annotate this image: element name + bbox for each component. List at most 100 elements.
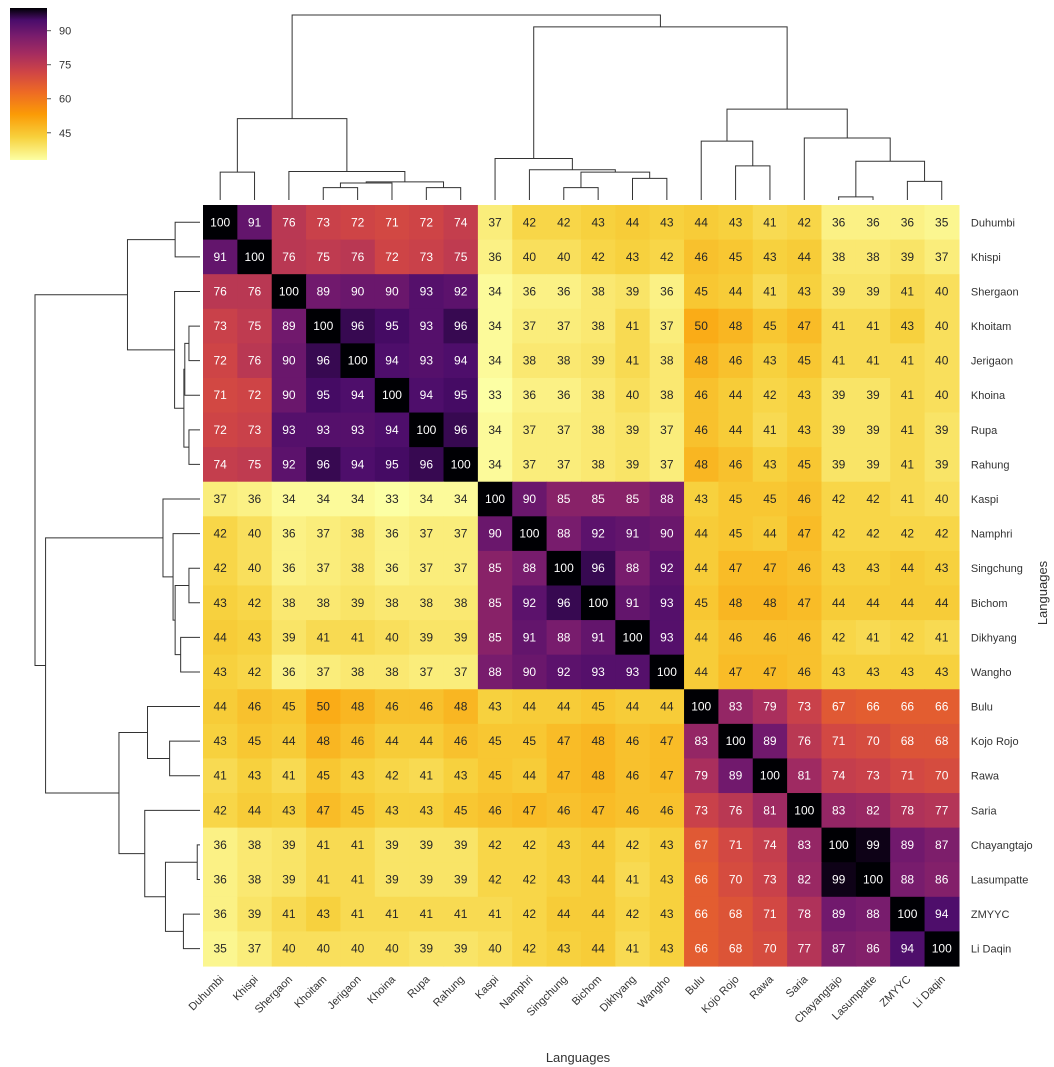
cell-value-label: 48 bbox=[695, 457, 709, 471]
heatmap-cell bbox=[890, 308, 926, 344]
heatmap-cell bbox=[477, 896, 513, 932]
heatmap-cell bbox=[512, 308, 548, 344]
heatmap-cell bbox=[477, 931, 513, 967]
cell-value-label: 44 bbox=[385, 734, 399, 748]
heatmap-cell bbox=[615, 758, 651, 794]
heatmap-cell bbox=[752, 827, 788, 863]
heatmap-cell bbox=[443, 412, 479, 448]
cell-value-label: 41 bbox=[317, 873, 331, 887]
cell-value-label: 66 bbox=[866, 700, 880, 714]
cell-value-label: 46 bbox=[420, 700, 434, 714]
heatmap-cell bbox=[821, 620, 857, 656]
cell-value-label: 44 bbox=[557, 700, 571, 714]
cell-value-label: 38 bbox=[454, 596, 468, 610]
dendrogram-link bbox=[182, 913, 200, 950]
cell-value-label: 72 bbox=[214, 423, 228, 437]
cell-value-label: 39 bbox=[248, 907, 262, 921]
dendrogram-link bbox=[494, 157, 573, 200]
heatmap-cell bbox=[924, 689, 960, 725]
cell-value-label: 100 bbox=[554, 561, 574, 575]
heatmap-cell bbox=[821, 377, 857, 414]
heatmap-cell bbox=[649, 239, 685, 275]
cell-value-label: 72 bbox=[385, 250, 399, 264]
heatmap-cell bbox=[752, 585, 788, 621]
cell-value-label: 41 bbox=[626, 354, 640, 368]
heatmap-cell bbox=[203, 689, 238, 725]
heatmap-cell bbox=[306, 620, 342, 656]
heatmap-cell bbox=[752, 205, 788, 241]
heatmap-cell bbox=[340, 931, 376, 967]
heatmap-cell bbox=[203, 723, 238, 760]
cell-value-label: 45 bbox=[729, 250, 743, 264]
cell-value-label: 40 bbox=[557, 250, 571, 264]
cell-value-label: 89 bbox=[901, 838, 915, 852]
cell-value-label: 39 bbox=[454, 942, 468, 956]
heatmap-cell bbox=[787, 550, 823, 587]
cell-value-label: 82 bbox=[798, 873, 812, 887]
heatmap-cell bbox=[615, 793, 651, 829]
cell-value-label: 39 bbox=[832, 388, 846, 402]
cell-value-label: 46 bbox=[798, 492, 812, 506]
cell-value-label: 39 bbox=[832, 284, 846, 298]
heatmap-cell bbox=[580, 447, 616, 483]
cell-value-label: 39 bbox=[832, 423, 846, 437]
x-tick-label: Khoitam bbox=[292, 974, 329, 1011]
heatmap-cell bbox=[443, 343, 479, 379]
cell-value-label: 46 bbox=[351, 734, 365, 748]
cell-value-label: 48 bbox=[729, 319, 743, 333]
heatmap-cell bbox=[237, 239, 273, 275]
x-tick-label: Rawa bbox=[748, 973, 777, 1002]
heatmap-cell bbox=[787, 931, 823, 967]
cell-value-label: 81 bbox=[798, 769, 812, 783]
cell-value-label: 45 bbox=[591, 700, 605, 714]
heatmap-cell bbox=[443, 620, 479, 656]
cell-value-label: 70 bbox=[866, 734, 880, 748]
cell-value-label: 92 bbox=[660, 561, 674, 575]
heatmap-cell bbox=[512, 550, 548, 587]
heatmap-cell bbox=[752, 931, 788, 967]
cell-value-label: 66 bbox=[935, 700, 949, 714]
cell-value-label: 39 bbox=[385, 873, 399, 887]
cell-value-label: 40 bbox=[626, 388, 640, 402]
cell-value-label: 100 bbox=[794, 803, 814, 817]
dendrogram-link bbox=[126, 239, 176, 351]
cell-value-label: 41 bbox=[866, 319, 880, 333]
dendrogram-link bbox=[322, 187, 359, 200]
heatmap-cell bbox=[512, 585, 548, 621]
column-dendrogram bbox=[219, 14, 943, 200]
heatmap-cell bbox=[306, 308, 342, 344]
cell-value-label: 43 bbox=[317, 907, 331, 921]
heatmap-cell bbox=[203, 343, 238, 379]
cell-value-label: 46 bbox=[695, 388, 709, 402]
heatmap-cell bbox=[409, 447, 445, 483]
cell-value-label: 91 bbox=[248, 215, 262, 229]
heatmap-cell bbox=[684, 274, 719, 310]
heatmap-cell bbox=[203, 931, 238, 967]
heatmap-cell bbox=[821, 516, 857, 552]
cell-value-label: 48 bbox=[454, 700, 468, 714]
cell-value-label: 35 bbox=[214, 942, 228, 956]
dendrogram-link bbox=[735, 165, 771, 200]
heatmap-cell bbox=[512, 758, 548, 794]
cell-value-label: 85 bbox=[488, 561, 502, 575]
cell-value-label: 48 bbox=[729, 596, 743, 610]
heatmap-cell bbox=[615, 896, 651, 932]
cell-value-label: 73 bbox=[317, 215, 331, 229]
heatmap-cell bbox=[580, 516, 616, 552]
cell-value-label: 45 bbox=[523, 734, 537, 748]
cell-value-label: 36 bbox=[214, 873, 228, 887]
cell-value-label: 66 bbox=[695, 942, 709, 956]
heatmap-cell bbox=[409, 654, 445, 690]
cell-value-label: 66 bbox=[695, 907, 709, 921]
heatmap-cell bbox=[306, 896, 342, 932]
heatmap-cell bbox=[684, 447, 719, 483]
cell-value-label: 42 bbox=[866, 527, 880, 541]
cell-value-label: 42 bbox=[935, 527, 949, 541]
heatmap-cell bbox=[855, 239, 891, 275]
cell-value-label: 39 bbox=[420, 873, 434, 887]
heatmap-cell bbox=[237, 793, 273, 829]
cell-value-label: 44 bbox=[626, 215, 640, 229]
cell-value-label: 86 bbox=[935, 873, 949, 887]
heatmap-cell bbox=[340, 447, 376, 483]
y-tick-labels: Duhumbi Khispi Shergaon Khoitam Jerigaon Khoi… bbox=[971, 217, 1033, 955]
